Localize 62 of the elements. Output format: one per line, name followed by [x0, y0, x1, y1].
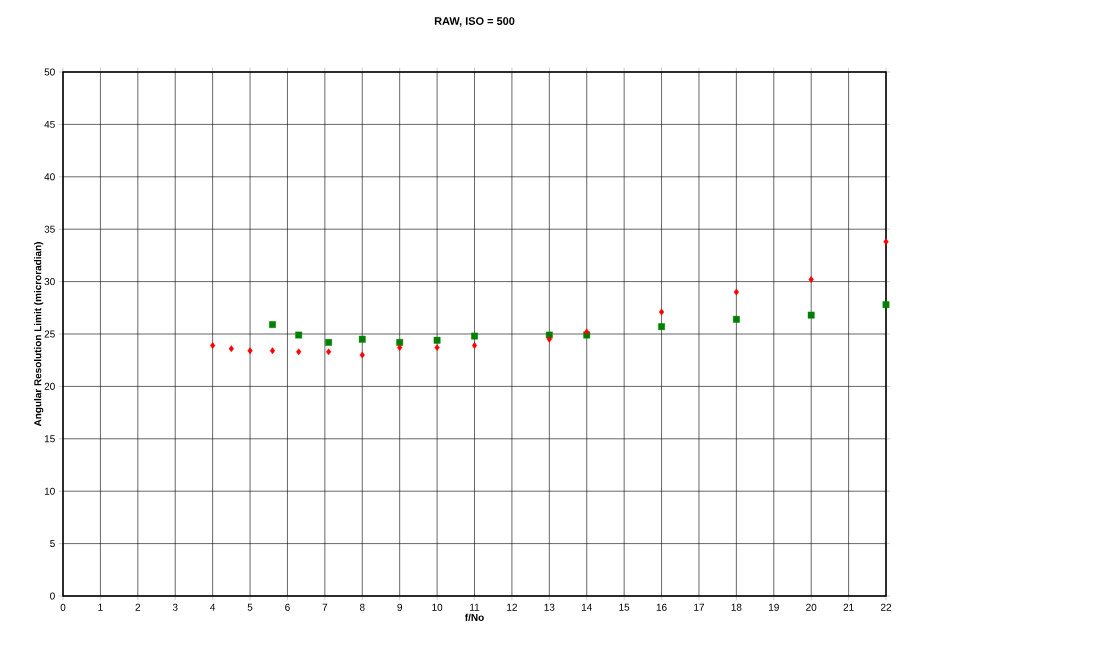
x-tick-label: 5	[247, 603, 253, 611]
x-tick-label: 0	[60, 603, 66, 611]
x-tick-label: 10	[432, 603, 443, 611]
chart-title: RAW, ISO = 500	[434, 17, 515, 27]
point	[269, 321, 276, 328]
x-tick-label: 16	[656, 603, 667, 611]
point	[471, 342, 478, 349]
x-tick-label: 20	[806, 603, 817, 611]
point	[658, 323, 665, 331]
point	[296, 348, 302, 356]
x-tick-label: 17	[694, 603, 705, 611]
point	[808, 276, 814, 283]
x-tick-label: 13	[544, 603, 555, 611]
y-tick-label: 50	[44, 68, 55, 76]
x-tick-label: 3	[172, 603, 178, 611]
point	[471, 332, 478, 340]
x-axis-title: f/No	[464, 613, 484, 622]
point	[358, 335, 366, 343]
x-tick-label: 22	[880, 603, 892, 611]
x-tick-label: 18	[731, 603, 742, 611]
point	[359, 351, 365, 359]
y-tick-label: 20	[44, 382, 55, 390]
point	[546, 335, 552, 343]
point	[434, 344, 440, 352]
x-tick-label: 1	[98, 603, 103, 611]
x-tick-label: 4	[210, 603, 216, 611]
point	[807, 311, 815, 319]
x-tick-label: 2	[135, 603, 141, 611]
y-tick-label: 25	[44, 330, 55, 338]
y-axis-title: Angular Resolution Limit (microradian)	[33, 242, 44, 427]
point	[658, 308, 665, 316]
x-tick-label: 15	[619, 603, 630, 611]
x-tick-label: 12	[507, 603, 517, 611]
point	[269, 347, 276, 355]
point	[295, 331, 303, 339]
point	[228, 345, 234, 353]
y-tick-label: 10	[44, 487, 55, 495]
point	[883, 238, 889, 246]
x-tick-label: 7	[322, 603, 328, 611]
point	[882, 301, 890, 309]
x-tick-label: 19	[769, 603, 779, 611]
x-tick-label: 11	[470, 603, 480, 611]
point	[210, 342, 216, 349]
x-tick-label: 6	[285, 603, 290, 611]
point	[326, 348, 332, 356]
y-tick-label: 15	[44, 435, 55, 443]
x-tick-label: 9	[397, 603, 402, 611]
y-tick-label: 35	[44, 225, 55, 233]
point	[247, 347, 253, 355]
y-tick-label: 5	[50, 540, 55, 548]
y-tick-label: 45	[44, 120, 55, 128]
y-tick-label: 30	[44, 278, 55, 286]
y-tick-label: 0	[50, 592, 55, 600]
x-tick-label: 21	[843, 603, 854, 611]
y-tick-label: 40	[44, 173, 55, 181]
x-tick-label: 8	[359, 603, 365, 611]
point	[732, 315, 740, 323]
point	[733, 288, 739, 296]
point	[325, 339, 332, 346]
point	[433, 336, 441, 344]
point	[397, 344, 403, 352]
x-tick-label: 14	[581, 603, 592, 611]
